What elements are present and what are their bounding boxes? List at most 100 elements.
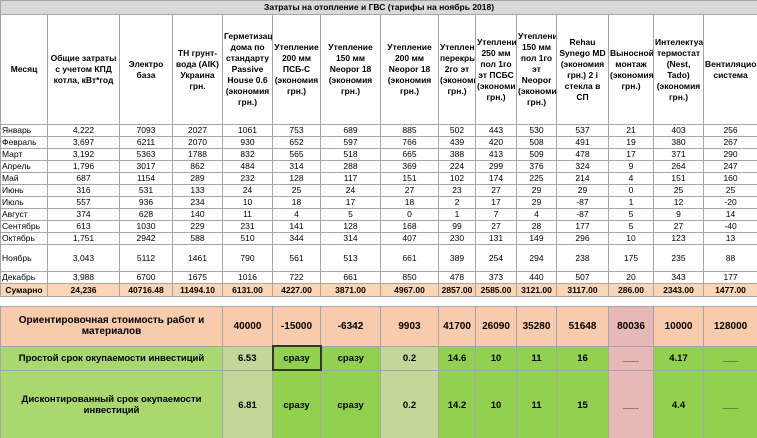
summary-cell: 26090 [475, 306, 517, 347]
cell: 537 [556, 124, 609, 137]
summary-cell: 41700 [438, 306, 476, 347]
cell: 1675 [172, 271, 223, 284]
cell: 123 [653, 232, 704, 245]
cell: 565 [272, 148, 321, 161]
cell: 27 [475, 184, 517, 197]
summary-cell: 0.2 [380, 369, 439, 438]
cell: 133 [172, 184, 223, 197]
cell: 687 [47, 172, 120, 185]
cell: 371 [653, 148, 704, 161]
total-cell: 3121.00 [516, 283, 557, 297]
column-header: Герметизация дома по стандарту Passive H… [222, 14, 273, 125]
cell: 1061 [222, 124, 273, 137]
cell: 6700 [119, 271, 173, 284]
cell: 388 [438, 148, 476, 161]
cell: 389 [438, 244, 476, 272]
cell: 18 [272, 196, 321, 209]
cell: 230 [438, 232, 476, 245]
total-cell: 40716.48 [119, 283, 173, 297]
month-row: Июль 557 936 234 10 18 17 18 2 17 29 -87 1 12 -20 [0, 196, 757, 209]
header-row: Месяц Общие затраты с учетом КПД котла, к… [0, 14, 757, 125]
cell: 484 [222, 160, 273, 173]
summary-cell: 128000 [702, 306, 757, 347]
month-name: Сентябрь [0, 220, 48, 233]
cell: 25 [653, 184, 704, 197]
summary-cell: 35280 [516, 306, 557, 347]
cell: 722 [272, 271, 321, 284]
cell: 373 [475, 271, 517, 284]
cell: 689 [320, 124, 381, 137]
cell: 2942 [119, 232, 173, 245]
cell: 344 [272, 232, 321, 245]
cell: 29 [556, 184, 609, 197]
cell: 403 [653, 124, 704, 137]
cell: 930 [222, 136, 273, 149]
cell: 1 [438, 208, 476, 221]
cell: 5363 [119, 148, 173, 161]
cell: 10 [222, 196, 273, 209]
cell: 224 [438, 160, 476, 173]
summary-cell: ___ [702, 369, 757, 438]
cell: 478 [556, 148, 609, 161]
total-cell: 4967.00 [380, 283, 439, 297]
total-label: Сумарно [0, 283, 48, 297]
cell: 557 [47, 196, 120, 209]
month-row: Январь 4,222 7093 2027 1061 753 689 885 502 443 53… [0, 124, 757, 137]
cell: 168 [380, 220, 439, 233]
month-name: Июнь [0, 184, 48, 197]
cell: 28 [516, 220, 557, 233]
summary-cell: -15000 [272, 306, 321, 347]
cell: 850 [380, 271, 439, 284]
column-header: Утепление 200 мм ПСБ-С (экономия грн.) [272, 14, 321, 125]
summary-cell: ___ [608, 345, 654, 371]
summary-cell: сразу [272, 369, 321, 438]
cell: 160 [702, 172, 757, 185]
cell: 7093 [119, 124, 173, 137]
cell: 25 [702, 184, 757, 197]
column-header: Rehau Synego MD (экономия грн.) 2 i стек… [556, 14, 609, 125]
month-row: Август 374 628 140 11 4 5 0 1 7 4 -87 5 9 14 [0, 208, 757, 221]
month-name: Март [0, 148, 48, 161]
summary-cell: 15 [556, 369, 609, 438]
cell: 29 [516, 196, 557, 209]
cell: 294 [516, 244, 557, 272]
cell: 478 [438, 271, 476, 284]
cell: 3017 [119, 160, 173, 173]
month-name: Декабрь [0, 271, 48, 284]
cell: 5 [320, 208, 381, 221]
cell: 440 [516, 271, 557, 284]
summary-cell: 4.17 [653, 345, 704, 371]
cell: 27 [475, 220, 517, 233]
cell: 25 [272, 184, 321, 197]
cell: 369 [380, 160, 439, 173]
summary-cell: 11 [516, 369, 557, 438]
cell: 5 [608, 220, 654, 233]
cell: 509 [516, 148, 557, 161]
cell: 247 [702, 160, 757, 173]
month-name: Май [0, 172, 48, 185]
summary-cell: 9903 [380, 306, 439, 347]
summary-cell: сразу [320, 369, 381, 438]
cell: 23 [438, 184, 476, 197]
summary-cell: 0.2 [380, 345, 439, 371]
cell: 530 [516, 124, 557, 137]
cell: 374 [47, 208, 120, 221]
cell: 20 [608, 271, 654, 284]
cell: 151 [653, 172, 704, 185]
cell: 7 [475, 208, 517, 221]
column-header: Утепление перекрытия 2го эт (экономия гр… [438, 14, 476, 125]
cell: 665 [380, 148, 439, 161]
summary-cell: сразу [320, 345, 381, 371]
cell: 0 [380, 208, 439, 221]
month-name: Февраль [0, 136, 48, 149]
cell: 832 [222, 148, 273, 161]
summary-label: Ориентировочная стоимость работ и матери… [0, 306, 223, 347]
cell: 24 [320, 184, 381, 197]
cell: 518 [320, 148, 381, 161]
summary-cell: ___ [608, 369, 654, 438]
cell: 17 [608, 148, 654, 161]
cell: 407 [380, 232, 439, 245]
